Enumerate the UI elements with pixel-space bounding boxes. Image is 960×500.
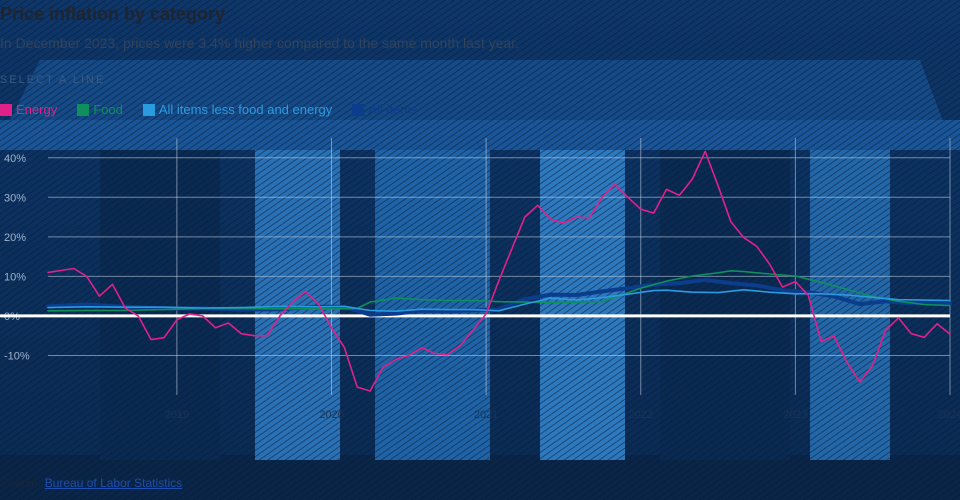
series-line-energy [47, 150, 951, 392]
legend-item-energy[interactable]: Energy [0, 102, 57, 117]
y-tick-label: 40% [4, 153, 26, 165]
legend-swatch-core [142, 103, 155, 116]
x-tick-label: 2023 [783, 409, 807, 421]
legend-item-core[interactable]: All items less food and energy [142, 102, 333, 117]
series-line-all-items [46, 277, 952, 317]
y-tick-label: 20% [4, 232, 26, 244]
source-line: Source: Bureau of Labor Statistics [0, 476, 182, 490]
series-line-all-items-less-food-and-energy [47, 289, 951, 312]
x-tick-label: 2024 [938, 409, 960, 421]
series-line-food [47, 270, 951, 312]
y-tick-label: 10% [4, 271, 26, 283]
x-tick-label: 2021 [474, 409, 498, 421]
source-label: Source: [0, 476, 42, 490]
legend-swatch-food [77, 103, 90, 116]
y-tick-label: -10% [4, 350, 30, 362]
chart-subtitle: In December 2023, prices were 3.4% highe… [0, 35, 520, 51]
x-tick-label: 2022 [629, 409, 653, 421]
select-line-label: SELECT A LINE [0, 74, 106, 86]
x-tick-label: 2020 [319, 409, 343, 421]
legend-swatch-energy [0, 103, 12, 116]
chart-title: Price inflation by category [0, 4, 226, 24]
legend-label-all-items: All items [368, 102, 418, 117]
legend-item-all-items[interactable]: All items [352, 102, 417, 117]
legend: Energy Food All items less food and ener… [0, 102, 417, 117]
y-tick-label: 30% [4, 192, 26, 204]
legend-label-food: Food [93, 102, 123, 117]
x-tick-label: 2019 [165, 409, 189, 421]
legend-label-core: All items less food and energy [158, 102, 333, 117]
legend-label-energy: Energy [16, 102, 58, 117]
legend-swatch-all-items [352, 103, 365, 116]
source-link[interactable]: Bureau of Labor Statistics [44, 476, 183, 490]
legend-item-food[interactable]: Food [77, 102, 123, 117]
